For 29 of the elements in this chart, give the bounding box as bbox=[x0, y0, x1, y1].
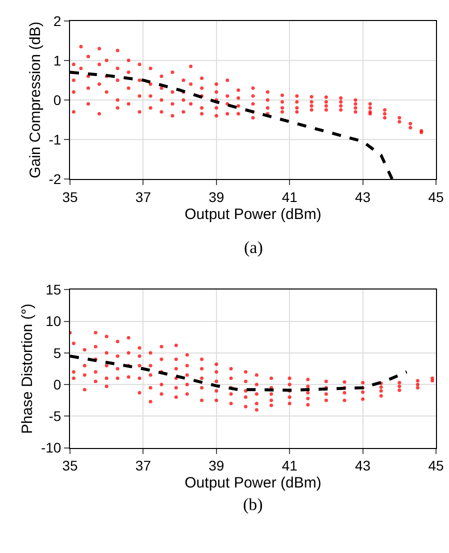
y-tick-label: -5 bbox=[48, 408, 62, 424]
y-tick-label: 0 bbox=[53, 376, 62, 392]
y-tick-label: 5 bbox=[53, 344, 62, 361]
x-axis-title: Output Power (dBm) bbox=[184, 206, 322, 223]
y-tick-label: 15 bbox=[46, 282, 62, 298]
y-axis-title: Gain Compression (dB) bbox=[26, 22, 44, 178]
y-tick-label: -10 bbox=[40, 440, 62, 456]
x-tick-label: 43 bbox=[355, 458, 371, 474]
y-axis-title: Phase Distortion (°) bbox=[19, 304, 36, 434]
y-tick-label: 2 bbox=[53, 12, 62, 29]
text: (a) bbox=[244, 238, 263, 257]
x-tick-label: 35 bbox=[62, 188, 78, 205]
x-tick-label: 41 bbox=[282, 458, 298, 474]
x-tick-label: 43 bbox=[355, 188, 371, 205]
x-tick-label: 37 bbox=[135, 188, 152, 205]
x-tick-label: 45 bbox=[428, 188, 444, 205]
x-axis-title: Output Power (dBm) bbox=[184, 474, 322, 492]
text: (b) bbox=[243, 495, 263, 514]
x-tick-label: 39 bbox=[208, 188, 224, 205]
x-tick-label: 45 bbox=[428, 458, 444, 474]
y-tick-label: 10 bbox=[46, 313, 62, 330]
x-tick-label: 39 bbox=[208, 458, 224, 474]
y-tick-label: 1 bbox=[53, 52, 62, 68]
x-tick-label: 37 bbox=[135, 458, 152, 474]
y-tick-label: 0 bbox=[53, 92, 62, 108]
y-tick-label: -1 bbox=[48, 131, 62, 148]
x-tick-label: 35 bbox=[62, 458, 78, 474]
y-tick-label: -2 bbox=[48, 170, 62, 187]
x-tick-label: 41 bbox=[282, 188, 298, 205]
